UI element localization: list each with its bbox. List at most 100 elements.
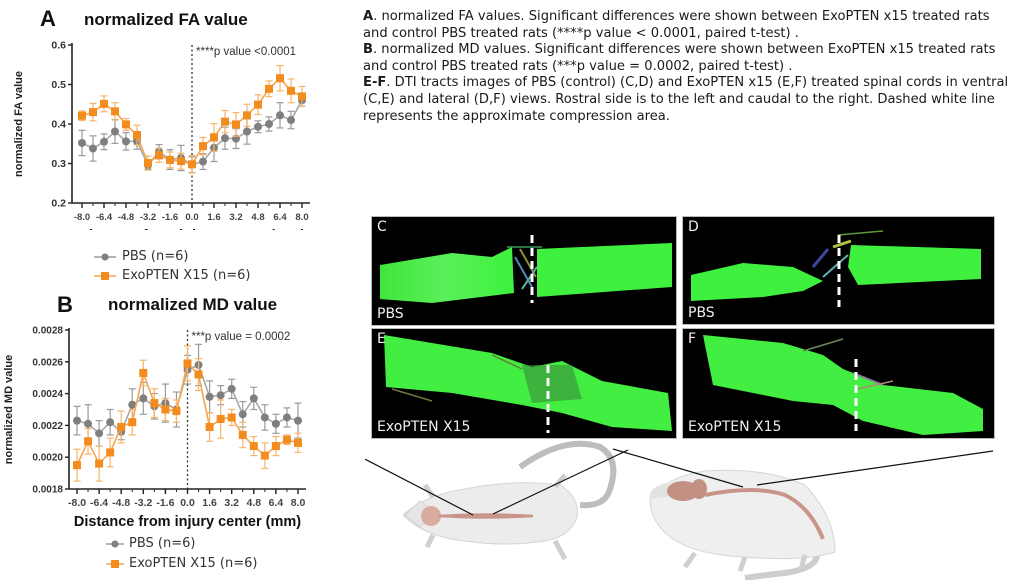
y-axis-label: normalized MD value — [3, 355, 15, 464]
data-point-pbs — [122, 137, 130, 146]
y-tick-label: 0.0018 — [32, 485, 63, 496]
data-point-exopten — [227, 413, 236, 422]
data-point-exopten — [210, 133, 218, 142]
legend-item-pbs: PBS (n=6) — [92, 249, 188, 264]
x-tick-label: 3.2 — [224, 497, 239, 509]
data-point-exopten — [254, 100, 262, 109]
data-point-pbs — [260, 413, 269, 422]
x-tick-label: 8.0 — [295, 212, 308, 223]
data-point-exopten — [144, 159, 152, 168]
data-point-exopten — [166, 155, 174, 164]
data-point-exopten — [161, 405, 170, 414]
legend-label-exo: ExoPTEN X15 (n=6) — [129, 556, 258, 571]
legend-item-pbs: PBS (n=6) — [104, 536, 195, 551]
data-point-pbs — [265, 120, 273, 128]
x-tick-label: 6.4 — [273, 212, 287, 223]
data-point-exopten — [177, 157, 185, 166]
data-point-pbs — [100, 137, 108, 146]
y-tick-label: 0.0026 — [32, 357, 63, 368]
p-value-annotation: ***p value = 0.0002 — [192, 331, 291, 343]
data-point-exopten — [265, 84, 273, 93]
data-point-exopten — [117, 422, 126, 431]
x-tick-label: -8.0 — [74, 212, 90, 223]
data-point-exopten — [73, 461, 81, 470]
x-tick-label: -4.8 — [118, 212, 134, 223]
dti-panel-d: D PBS — [682, 216, 995, 325]
data-point-pbs — [276, 111, 284, 120]
x-tick-label: -6.4 — [96, 212, 113, 223]
data-point-pbs — [243, 127, 251, 136]
y-tick-label: 0.6 — [51, 40, 66, 52]
data-point-pbs — [111, 127, 119, 136]
x-tick-label: 1.6 — [207, 212, 220, 223]
dti-panel-d-label: PBS — [688, 305, 715, 321]
y-tick-label: 0.0024 — [32, 389, 63, 400]
data-point-exopten — [216, 415, 225, 424]
data-point-exopten — [282, 435, 291, 444]
data-point-pbs — [238, 410, 247, 419]
data-point-exopten — [172, 407, 181, 416]
data-point-pbs — [84, 419, 93, 428]
x-tick-label: 6.4 — [269, 497, 284, 509]
data-point-exopten — [155, 151, 163, 160]
data-point-exopten — [78, 111, 86, 120]
data-point-exopten — [194, 370, 203, 379]
data-point-pbs — [199, 157, 207, 166]
data-point-pbs — [73, 416, 81, 425]
fa-chart: 0.2 0.3 0.4 0.5 0.6 -8.0 -6.4 -4.8 -3.2 -1.6 0.0 1.… — [13, 40, 310, 230]
y-tick-label: 0.5 — [51, 79, 66, 91]
dti-panel-f-letter: F — [688, 331, 697, 347]
data-point-pbs — [216, 391, 225, 400]
panel-a-letter: A — [40, 6, 56, 31]
dti-panel-c-letter: C — [377, 219, 387, 235]
y-tick-label: 0.0022 — [32, 421, 63, 432]
data-point-pbs — [271, 419, 280, 428]
data-point-exopten — [205, 422, 214, 431]
data-point-exopten — [249, 442, 258, 451]
dti-panel-e: E ExoPTEN X15 — [371, 328, 677, 439]
data-point-pbs — [221, 134, 229, 143]
data-point-exopten — [111, 107, 119, 116]
panel-b-title: normalized MD value — [108, 295, 278, 314]
y-tick-label: 0.4 — [51, 119, 66, 131]
data-point-pbs — [205, 392, 214, 401]
data-point-exopten — [287, 86, 295, 95]
caption-a-label: A — [363, 9, 374, 24]
x-tick-label: 3.2 — [229, 212, 242, 223]
data-point-pbs — [89, 144, 97, 153]
caption-b-text: . normalized MD values. Significant diff… — [363, 42, 996, 74]
data-point-pbs — [294, 416, 302, 425]
dti-panel-e-letter: E — [377, 331, 386, 347]
x-tick-label: 4.8 — [251, 212, 264, 223]
data-point-pbs — [128, 400, 137, 409]
legend-exo-marker-icon — [94, 271, 116, 280]
data-point-exopten — [106, 448, 115, 457]
x-tick-label: -3.2 — [140, 212, 156, 223]
y-tick-label: 0.0020 — [32, 453, 63, 464]
rat-illustration — [365, 440, 994, 580]
dti-panel-c-label: PBS — [377, 306, 404, 322]
x-tick-label: 4.8 — [246, 497, 261, 509]
caption-a-text: . normalized FA values. Significant diff… — [363, 9, 990, 41]
data-point-exopten — [128, 418, 137, 427]
data-point-exopten — [183, 359, 192, 368]
dti-panel-c: C PBS — [371, 216, 677, 326]
x-tick-label: -8.0 — [68, 497, 86, 509]
data-point-pbs — [95, 429, 104, 438]
data-point-exopten — [199, 142, 207, 151]
p-value-annotation: ****p value <0.0001 — [196, 46, 296, 58]
legend-label-exo: ExoPTEN X15 (n=6) — [122, 268, 251, 283]
data-point-exopten — [150, 399, 159, 408]
figure-caption: A. normalized FA values. Significant dif… — [363, 9, 1013, 125]
x-tick-label: -3.2 — [134, 497, 152, 509]
y-tick-label: 0.2 — [51, 198, 66, 210]
x-tick-label: 0.0 — [180, 497, 195, 509]
caption-b-label: B — [363, 42, 373, 58]
data-point-exopten — [89, 108, 97, 117]
data-point-exopten — [232, 120, 240, 129]
legend-pbs-marker-icon — [106, 540, 124, 547]
data-point-exopten — [100, 99, 108, 108]
dti-panel-e-label: ExoPTEN X15 — [377, 419, 471, 435]
data-point-pbs — [287, 116, 295, 125]
data-point-exopten — [243, 111, 251, 120]
